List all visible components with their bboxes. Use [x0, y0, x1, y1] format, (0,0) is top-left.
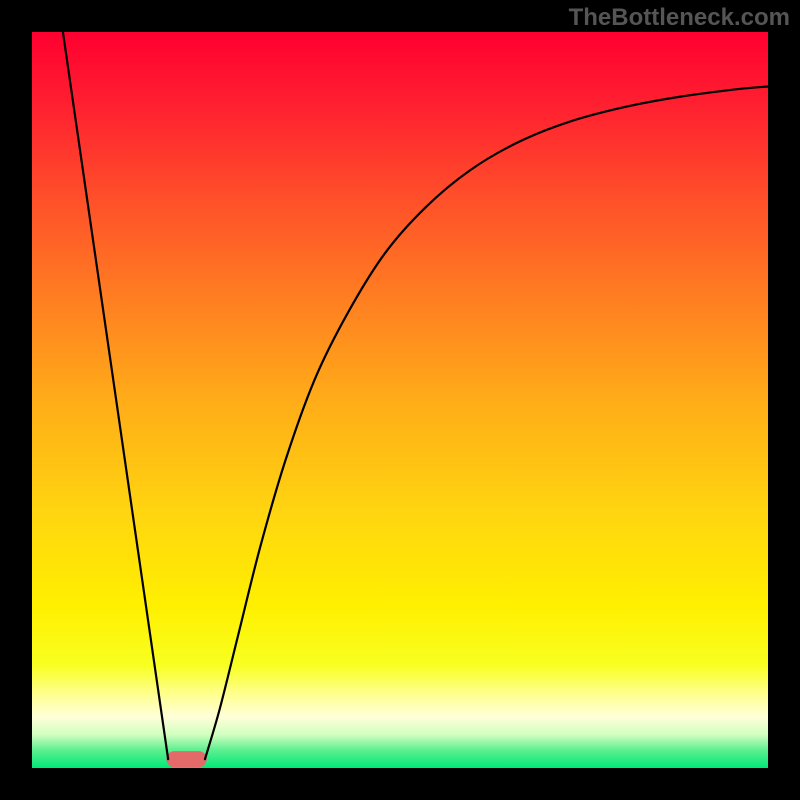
optimal-marker: [166, 751, 206, 767]
gradient-background: [32, 32, 768, 768]
watermark-text: TheBottleneck.com: [569, 4, 790, 32]
